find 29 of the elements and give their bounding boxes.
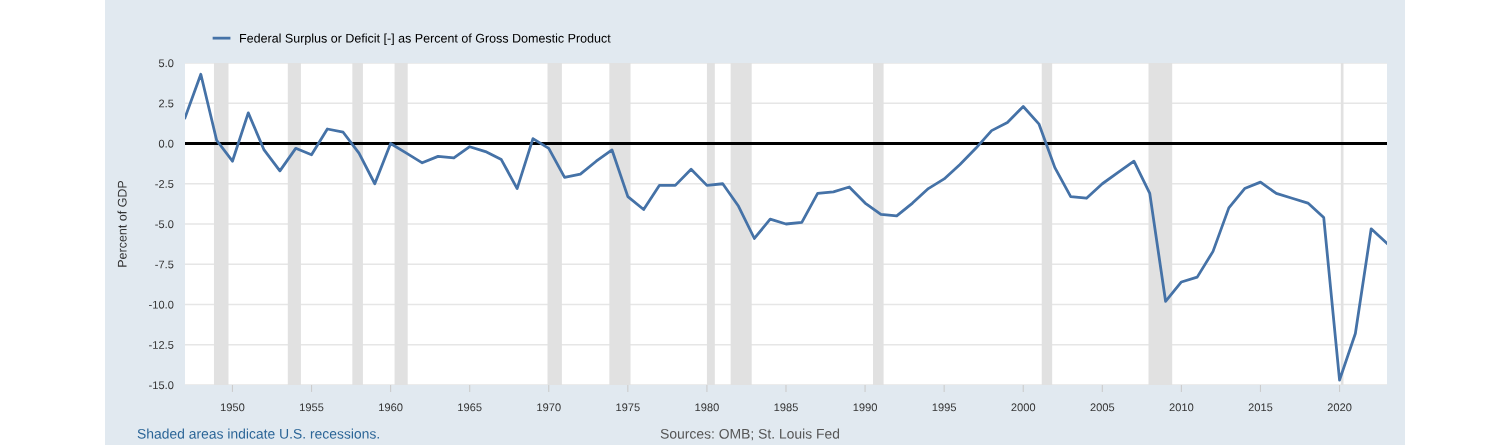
y-tick-label: -2.5 bbox=[155, 180, 174, 188]
x-tick-label: 2010 bbox=[1169, 403, 1194, 412]
x-tick-label: 1955 bbox=[300, 403, 324, 412]
x-tick-label: 1970 bbox=[537, 403, 561, 412]
x-tick-label: 1980 bbox=[695, 403, 719, 412]
source-note: Sources: OMB; St. Louis Fed bbox=[660, 428, 840, 441]
y-tick-label: -7.5 bbox=[155, 260, 174, 269]
x-tick-label: 2005 bbox=[1090, 403, 1115, 412]
y-tick-label: 5.0 bbox=[158, 59, 174, 68]
x-tick-label: 1990 bbox=[853, 403, 877, 412]
y-tick-label: -15.0 bbox=[149, 381, 174, 390]
y-tick-label: 0.0 bbox=[158, 139, 174, 148]
x-tick-label: 1965 bbox=[458, 403, 482, 412]
y-tick-label: -12.5 bbox=[149, 341, 174, 349]
y-axis-title: Percent of GDP bbox=[117, 180, 127, 267]
text: Shaded areas indicate U.S. recessions. bbox=[137, 428, 379, 439]
x-tick-label: 1995 bbox=[932, 403, 957, 412]
y-tick-label: -5.0 bbox=[155, 220, 174, 229]
line-series bbox=[185, 72, 1387, 382]
x-tick-label: 1975 bbox=[616, 403, 640, 412]
legend-label: Federal Surplus or Deficit [-] as Percent of Gross Domestic Product bbox=[240, 33, 611, 46]
x-tick-label: 1950 bbox=[220, 403, 245, 412]
y-tick-label: 2.5 bbox=[159, 99, 174, 108]
x-tick-label: 2020 bbox=[1327, 403, 1352, 412]
x-tick-label: 2000 bbox=[1011, 403, 1036, 412]
x-tick-label: 1960 bbox=[379, 403, 403, 412]
y-tick-label: -10.0 bbox=[149, 300, 174, 309]
x-tick-label: 2015 bbox=[1248, 403, 1273, 412]
x-tick-label: 1985 bbox=[774, 403, 798, 412]
